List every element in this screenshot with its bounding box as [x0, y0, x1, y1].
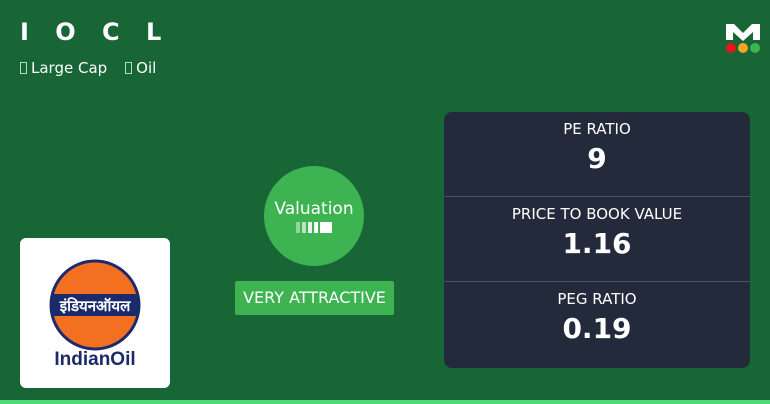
- meter-bar: [314, 222, 318, 233]
- tag-market-cap: Large Cap: [20, 59, 107, 77]
- svg-text:IndianOil: IndianOil: [54, 349, 135, 370]
- metrics-card: PE RATIO 9 PRICE TO BOOK VALUE 1.16 PEG RA…: [444, 112, 750, 368]
- tag-label: Oil: [136, 59, 157, 77]
- metric-value: 9: [587, 142, 607, 175]
- metric-value: 1.16: [562, 227, 632, 260]
- svg-text:इंडियनऑयल: इंडियनऑयल: [59, 297, 131, 315]
- valuation-label: Valuation: [274, 199, 354, 219]
- tags: Large Cap Oil: [20, 59, 156, 77]
- metric-label: PEG RATIO: [557, 290, 637, 308]
- meter-bar: [308, 222, 312, 233]
- metric-label: PE RATIO: [563, 120, 631, 138]
- meter-bar: [302, 222, 306, 233]
- metric-pb: PRICE TO BOOK VALUE 1.16: [444, 197, 750, 282]
- brand-logo: [726, 24, 760, 53]
- meter-bar: [296, 222, 300, 233]
- valuation-badge: Valuation: [264, 166, 364, 266]
- tag-sector: Oil: [125, 59, 156, 77]
- valuation-verdict: VERY ATTRACTIVE: [235, 281, 394, 315]
- metric-label: PRICE TO BOOK VALUE: [511, 205, 683, 223]
- company-title: I O C L: [20, 18, 171, 46]
- tag-icon: [125, 62, 133, 74]
- metric-value: 0.19: [562, 312, 632, 345]
- metric-peg: PEG RATIO 0.19: [444, 282, 750, 367]
- company-logo: इंडियनऑयल IndianOil: [20, 238, 170, 388]
- tag-label: Large Cap: [31, 59, 108, 77]
- meter-bar: [320, 222, 332, 233]
- bottom-bar: [0, 400, 770, 404]
- metric-pe: PE RATIO 9: [444, 112, 750, 197]
- tag-icon: [20, 62, 27, 74]
- valuation-meter: [264, 222, 364, 233]
